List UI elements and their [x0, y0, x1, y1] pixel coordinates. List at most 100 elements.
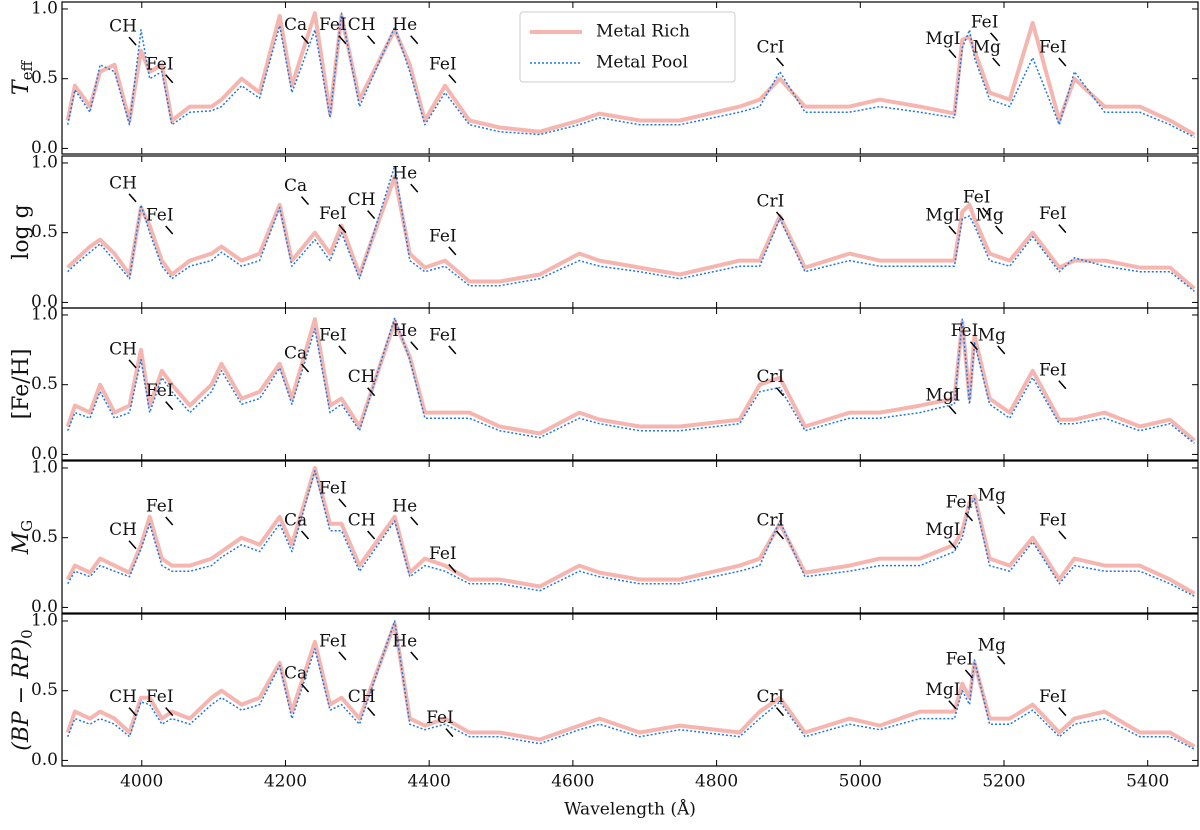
annotation: Ca — [284, 344, 307, 364]
annotation-leader — [367, 387, 376, 397]
y-tick-label: 0.0 — [31, 292, 58, 312]
annotation-leader — [165, 401, 174, 411]
annotation: FeI — [1039, 204, 1067, 224]
annotation: Ca — [284, 15, 307, 35]
annotation-leader — [775, 57, 785, 67]
annotation: He — [392, 497, 417, 517]
annotation: FeI — [319, 15, 347, 35]
annotation: CH — [348, 510, 376, 530]
annotation: FeI — [946, 492, 974, 512]
spectrum-line — [66, 12, 1195, 138]
annotation: CrI — [757, 510, 785, 530]
annotation-leader — [448, 246, 457, 256]
annotation-leader — [367, 530, 376, 540]
spectrum-line — [65, 11, 1196, 137]
annotation: FeI — [319, 204, 347, 224]
annotation-leader — [410, 341, 419, 351]
annotation-leader — [1058, 224, 1067, 234]
annotation-leader — [300, 530, 310, 540]
spectrum-line — [65, 621, 1196, 749]
annotation: FeI — [319, 478, 347, 498]
annotation-leader — [775, 707, 785, 717]
y-tick-label: 0.0 — [31, 138, 58, 158]
y-axis-label: MG — [9, 520, 36, 556]
x-tick-label: 4200 — [264, 772, 307, 792]
annotation: FeI — [319, 325, 347, 345]
annotation: FeI — [1039, 510, 1067, 530]
annotation: CrI — [757, 367, 785, 387]
annotation-leader — [338, 651, 347, 661]
annotation: FeI — [426, 708, 454, 728]
annotation-leader — [300, 196, 310, 206]
annotation: Mg — [975, 205, 1003, 225]
annotation-leader — [165, 74, 174, 84]
y-axis-label: [Fe/H] — [9, 349, 34, 420]
annotation-leader — [338, 345, 347, 355]
annotation-leader — [338, 498, 347, 508]
annotation-leader — [128, 193, 137, 203]
x-tick-label: 5400 — [1126, 772, 1169, 792]
annotation: MgI — [925, 205, 960, 225]
annotation: MgI — [925, 29, 960, 49]
annotation-leader — [410, 35, 419, 45]
annotation: FeI — [1039, 360, 1067, 380]
legend-box — [519, 11, 736, 83]
annotation: FeI — [951, 321, 979, 341]
annotation-leader — [990, 32, 999, 42]
annotation: CH — [109, 339, 137, 359]
annotation: CH — [348, 367, 376, 387]
y-axis-label: Teff — [9, 60, 36, 96]
y-tick-label: 0.5 — [31, 374, 58, 394]
axes-frame — [61, 460, 1199, 614]
annotation-leader — [997, 505, 1006, 515]
annotation-leader — [367, 35, 376, 45]
legend-label: Metal Rich — [596, 22, 690, 42]
annotation: He — [392, 164, 417, 184]
annotation: FeI — [319, 631, 347, 651]
y-axis-label-main: log g — [9, 204, 34, 259]
annotation: CH — [348, 190, 376, 210]
annotation-leader — [445, 728, 454, 738]
annotation: MgI — [925, 520, 960, 540]
annotation-leader — [775, 211, 785, 221]
annotation: Mg — [978, 325, 1006, 345]
y-tick-label: 0.5 — [31, 68, 58, 88]
y-tick-label: 1.0 — [31, 304, 58, 324]
y-tick-label: 0.5 — [31, 222, 58, 242]
y-tick-label: 0.0 — [31, 444, 58, 464]
y-axis-label-sub: G — [18, 520, 36, 532]
annotation: FeI — [429, 544, 457, 564]
annotation: CH — [348, 687, 376, 707]
legend-label: Metal Pool — [596, 53, 688, 73]
annotation-leader — [300, 363, 310, 373]
axes-frame — [61, 155, 1199, 309]
annotation-leader — [410, 651, 419, 661]
y-tick-label: 1.0 — [31, 0, 58, 18]
annotation: FeI — [963, 187, 991, 207]
annotation-leader — [338, 35, 347, 45]
annotation: MgI — [925, 385, 960, 405]
annotation: Ca — [284, 663, 307, 683]
annotation-leader — [448, 74, 457, 84]
annotation: FeI — [429, 226, 457, 246]
spectrum-line — [67, 470, 1195, 597]
annotation-leader — [165, 516, 174, 526]
annotation: FeI — [146, 54, 174, 74]
spectrum-line — [66, 174, 1196, 291]
annotation-leader — [948, 700, 957, 710]
annotation: CH — [109, 17, 137, 37]
y-axis-label-main: M — [9, 531, 34, 555]
annotation-leader — [775, 387, 785, 397]
x-tick-label: 5000 — [839, 772, 882, 792]
annotation-leader — [948, 49, 957, 59]
annotation: CH — [109, 687, 137, 707]
x-axis-label: Wavelength (Å) — [564, 799, 696, 820]
annotation: Mg — [973, 38, 1001, 58]
annotation: FeI — [146, 205, 174, 225]
annotation: FeI — [429, 54, 457, 74]
